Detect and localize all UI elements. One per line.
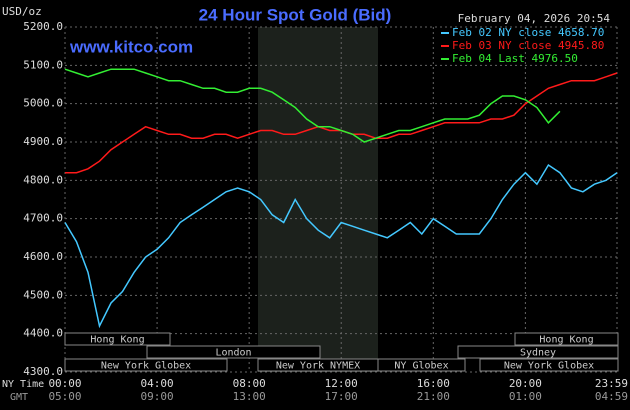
y-tick-label: 4400.0	[23, 327, 63, 340]
session-label: Hong Kong	[90, 335, 144, 346]
session-label: New York NYMEX	[276, 361, 360, 372]
gmt-tick-label: 21:00	[417, 390, 450, 403]
gmt-tick-label: 17:00	[325, 390, 358, 403]
x-tick-label: 04:00	[141, 377, 174, 390]
session-label: London	[215, 348, 251, 359]
y-unit: USD/oz	[2, 5, 42, 18]
y-tick-label: 4300.0	[23, 365, 63, 378]
y-tick-label: 5100.0	[23, 58, 63, 71]
session-box	[64, 332, 171, 346]
series-line	[64, 163, 618, 329]
session-box	[514, 332, 619, 346]
y-tick-label: 5000.0	[23, 97, 63, 110]
gmt-tick-label: 01:00	[509, 390, 542, 403]
session-label: Hong Kong	[539, 335, 593, 346]
series-line	[64, 68, 561, 143]
gmt-tick-label: 13:00	[233, 390, 266, 403]
watermark: www.kitco.com	[69, 37, 193, 56]
x-tick-label: 16:00	[417, 377, 450, 390]
y-tick-label: 5200.0	[23, 20, 63, 33]
x-label: NY Time	[2, 379, 44, 390]
session-box	[64, 358, 228, 372]
session-label: New York Globex	[504, 361, 594, 372]
x-tick-label: 12:00	[325, 377, 358, 390]
x-tick-label: 00:00	[48, 377, 81, 390]
session-label: New York Globex	[101, 361, 191, 372]
session-box	[146, 345, 321, 359]
timestamp: February 04, 2026 20:54	[458, 12, 611, 25]
session-box	[377, 358, 466, 372]
legend-label: Feb 02 NY close 4658.70	[452, 26, 604, 39]
y-tick-label: 4600.0	[23, 250, 63, 263]
y-tick-label: 4800.0	[23, 173, 63, 186]
gmt-tick-label: 09:00	[141, 390, 174, 403]
x-tick-label: 20:00	[509, 377, 542, 390]
x2-label: GMT	[10, 392, 28, 403]
chart-title: 24 Hour Spot Gold (Bid)	[199, 5, 392, 24]
legend-label: Feb 04 Last 4976.50	[452, 52, 578, 65]
nymex-shade	[258, 27, 378, 372]
session-label: NY Globex	[394, 361, 448, 372]
legend-label: Feb 03 NY close 4945.80	[452, 39, 604, 52]
y-tick-label: 4500.0	[23, 288, 63, 301]
x-tick-label: 08:00	[233, 377, 266, 390]
gmt-tick-label: 04:59	[595, 390, 628, 403]
session-box	[457, 345, 619, 359]
x-tick-label: 23:59	[595, 377, 628, 390]
session-box	[479, 358, 619, 372]
y-tick-label: 4900.0	[23, 135, 63, 148]
y-tick-label: 4700.0	[23, 212, 63, 225]
gmt-tick-label: 05:00	[48, 390, 81, 403]
session-label: Sydney	[520, 348, 556, 359]
